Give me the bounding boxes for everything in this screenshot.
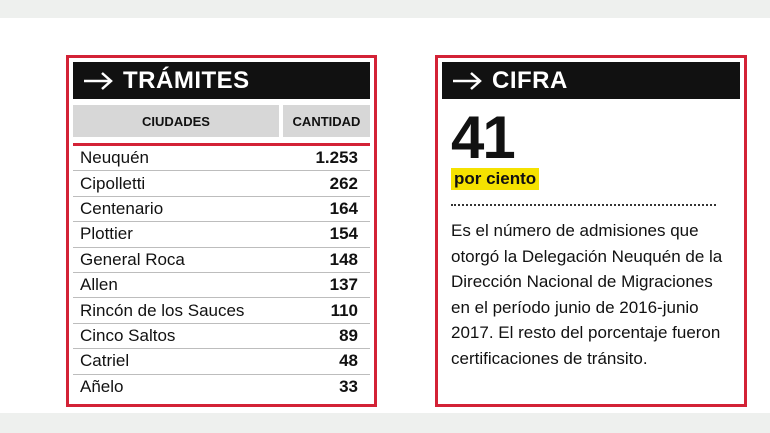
tramites-column-headers: CIUDADES CANTIDAD [73, 105, 370, 137]
city-quantity: 89 [339, 325, 358, 345]
city-quantity: 262 [329, 173, 358, 193]
dotted-divider [451, 204, 716, 206]
tramites-table-body: Neuquén 1.253 Cipolletti 262 Centenario 164… [73, 143, 370, 400]
city-quantity: 164 [329, 198, 358, 218]
table-row: Cipolletti 262 [73, 171, 370, 197]
city-name: Catriel [80, 351, 130, 371]
cifra-title: CIFRA [492, 66, 568, 94]
city-name: Añelo [80, 377, 124, 397]
city-name: Rincón de los Sauces [80, 300, 245, 320]
city-name: Cipolletti [80, 173, 146, 193]
arrow-right-icon [83, 71, 113, 91]
city-quantity: 148 [329, 249, 358, 269]
city-quantity: 1.253 [315, 148, 358, 168]
city-quantity: 33 [339, 377, 358, 397]
arrow-right-icon [452, 71, 482, 91]
cifra-header: CIFRA [442, 62, 740, 99]
column-header-cities: CIUDADES [73, 105, 279, 137]
cifra-number: 41 [451, 104, 516, 171]
table-row: Neuquén 1.253 [73, 146, 370, 172]
city-name: General Roca [80, 249, 185, 269]
column-header-quantity: CANTIDAD [283, 105, 370, 137]
infographic: TRÁMITES CIUDADES CANTIDAD Neuquén 1.253 … [0, 18, 770, 413]
tramites-header: TRÁMITES [73, 62, 370, 99]
table-row: Catriel 48 [73, 349, 370, 375]
tramites-title: TRÁMITES [123, 66, 250, 94]
city-quantity: 110 [330, 300, 358, 320]
table-row: Rincón de los Sauces 110 [73, 298, 370, 324]
city-name: Plottier [80, 224, 133, 244]
city-quantity: 154 [329, 224, 358, 244]
table-row: General Roca 148 [73, 248, 370, 273]
city-name: Neuquén [80, 148, 150, 168]
city-name: Allen [80, 275, 118, 295]
cifra-unit-highlight: por ciento [451, 168, 540, 190]
tramites-card: TRÁMITES CIUDADES CANTIDAD Neuquén 1.253 … [66, 55, 377, 407]
table-row: Allen 137 [73, 273, 370, 299]
city-quantity: 48 [339, 351, 358, 371]
table-row: Añelo 33 [73, 375, 370, 400]
cifra-description: Es el número de admisiones que otorgó la… [451, 221, 723, 368]
table-row: Cinco Saltos 89 [73, 324, 370, 350]
city-name: Cinco Saltos [80, 325, 176, 345]
cifra-card: CIFRA 41 por ciento Es el número de admi… [435, 55, 747, 407]
city-name: Centenario [80, 198, 164, 218]
table-row: Centenario 164 [73, 197, 370, 223]
table-row: Plottier 154 [73, 222, 370, 248]
city-quantity: 137 [329, 275, 358, 295]
